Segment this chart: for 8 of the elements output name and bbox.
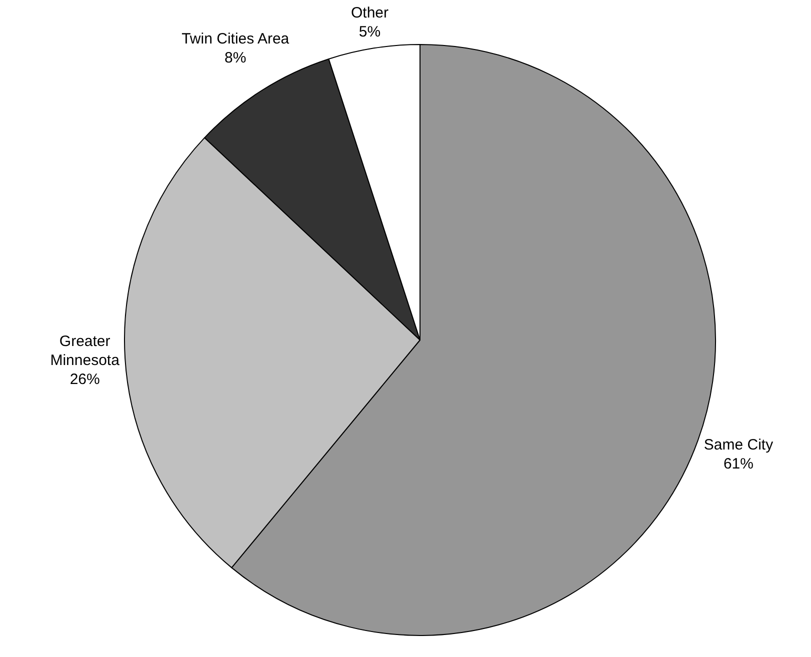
- data-label: 26%: [70, 371, 100, 388]
- slice-label: Same City: [704, 436, 774, 454]
- data-label: 5%: [358, 23, 381, 40]
- slice-label: Greater Minnesota: [50, 333, 120, 370]
- data-label: 8%: [224, 50, 246, 67]
- slice-label: Twin Cities Area: [182, 30, 290, 48]
- data-label: 61%: [723, 455, 754, 472]
- slice-label: Other: [350, 4, 389, 22]
